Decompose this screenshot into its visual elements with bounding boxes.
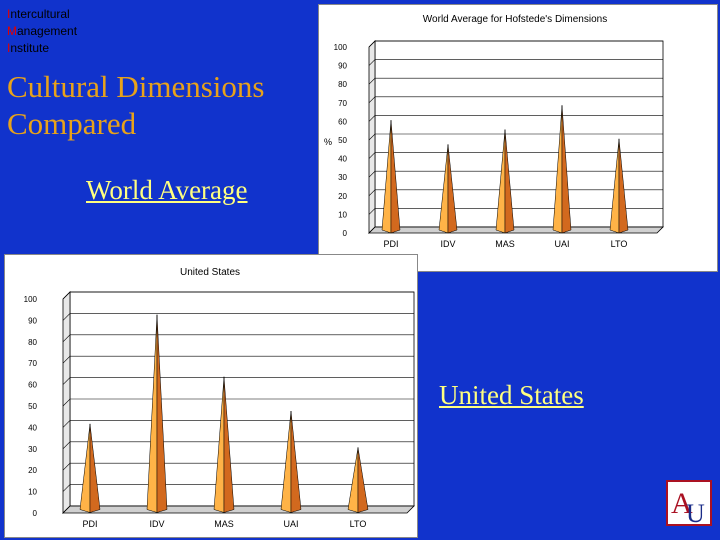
- united-states-chart-panel: United States 0 10 20 30 40 50 60 70 80 90 100 PDI ID…: [4, 254, 418, 538]
- y-tick-label: 80: [28, 338, 37, 347]
- y-tick-label: 20: [28, 466, 37, 475]
- y-tick-label: 30: [28, 445, 37, 454]
- world-average-chart: World Average for Hofstede's Dimensions 0…: [324, 14, 664, 249]
- y-tick-label: 40: [338, 155, 347, 164]
- bar-uai-side: [561, 105, 572, 234]
- institute-logo-text: Intercultural Management Institute: [7, 6, 77, 57]
- x-tick-label: MAS: [214, 519, 234, 529]
- bar-mas-side: [504, 129, 515, 234]
- gridline: [368, 152, 663, 159]
- y-tick-label: 100: [24, 295, 38, 304]
- chart-title: United States: [180, 267, 240, 278]
- x-tick-label: IDV: [149, 519, 164, 529]
- y-tick-label: 90: [28, 316, 37, 325]
- slide-title-line-1: Cultural Dimensions: [7, 69, 265, 104]
- bar-mas-side: [223, 376, 235, 513]
- gridline: [368, 96, 663, 104]
- gridline: [62, 398, 414, 407]
- bar-idv-side: [447, 144, 458, 234]
- x-tick-label: PDI: [82, 519, 97, 529]
- gridline: [62, 420, 414, 428]
- y-tick-label: 0: [343, 229, 348, 238]
- y-tick-label: 40: [28, 423, 37, 432]
- gridline: [62, 355, 414, 364]
- gridline: [368, 77, 663, 85]
- y-tick-label: 60: [338, 117, 347, 126]
- bar-pdi-side: [89, 423, 101, 513]
- gridline: [62, 313, 414, 321]
- gridline: [62, 377, 414, 385]
- gridline: [368, 59, 663, 66]
- y-tick-label: 10: [28, 488, 37, 497]
- x-tick-label: MAS: [495, 239, 515, 249]
- slide-title-line-2: Compared: [7, 106, 137, 141]
- gridline: [62, 484, 414, 492]
- bar-uai-side: [290, 411, 302, 513]
- institute-line-3: Institute: [7, 41, 50, 55]
- y-tick-label: 0: [33, 509, 38, 518]
- y-tick-label: 90: [338, 62, 347, 71]
- x-tick-label: PDI: [383, 239, 398, 249]
- institute-line-1: Intercultural: [7, 7, 70, 21]
- y-tick-label: 60: [28, 381, 37, 390]
- au-logo-u: U: [686, 499, 705, 526]
- gridline: [62, 334, 414, 343]
- y-tick-label: 50: [28, 402, 37, 411]
- gridline: [62, 441, 414, 450]
- world-average-chart-panel: World Average for Hofstede's Dimensions 0…: [318, 4, 718, 272]
- y-tick-label: 70: [338, 99, 347, 108]
- x-tick-label: UAI: [554, 239, 569, 249]
- bar-pdi-side: [390, 120, 401, 234]
- united-states-chart: United States 0 10 20 30 40 50 60 70 80 90 100 PDI ID…: [24, 267, 415, 529]
- x-tick-label: IDV: [440, 239, 455, 249]
- y-tick-label: 20: [338, 192, 347, 201]
- y-tick-label: 80: [338, 80, 347, 89]
- gridline: [62, 462, 414, 471]
- y-tick-label: 70: [28, 359, 37, 368]
- bar-lto-side: [357, 447, 369, 513]
- gridline: [368, 40, 663, 48]
- y-tick-label: 30: [338, 173, 347, 182]
- x-tick-label: LTO: [350, 519, 367, 529]
- au-logo-a: A: [671, 487, 693, 520]
- slide-title: Cultural Dimensions Compared: [7, 68, 264, 142]
- x-tick-label: UAI: [283, 519, 298, 529]
- au-logo-mark: A U: [666, 480, 712, 528]
- gridline: [368, 133, 663, 141]
- y-tick-label: 50: [338, 136, 347, 145]
- bar-idv-side: [156, 314, 168, 513]
- bar-lto-side: [618, 138, 629, 234]
- gridline: [368, 115, 663, 122]
- y-tick-label: 10: [338, 210, 347, 219]
- x-tick-label: LTO: [611, 239, 628, 249]
- chart-title: World Average for Hofstede's Dimensions: [423, 14, 607, 25]
- y-axis-label: %: [324, 137, 332, 147]
- united-states-label: United States: [439, 380, 584, 410]
- world-average-label: World Average: [86, 175, 248, 205]
- american-university-logo: A U: [666, 480, 712, 528]
- y-tick-label: 100: [334, 43, 348, 52]
- institute-line-2: Management: [7, 24, 78, 38]
- gridline: [62, 291, 414, 300]
